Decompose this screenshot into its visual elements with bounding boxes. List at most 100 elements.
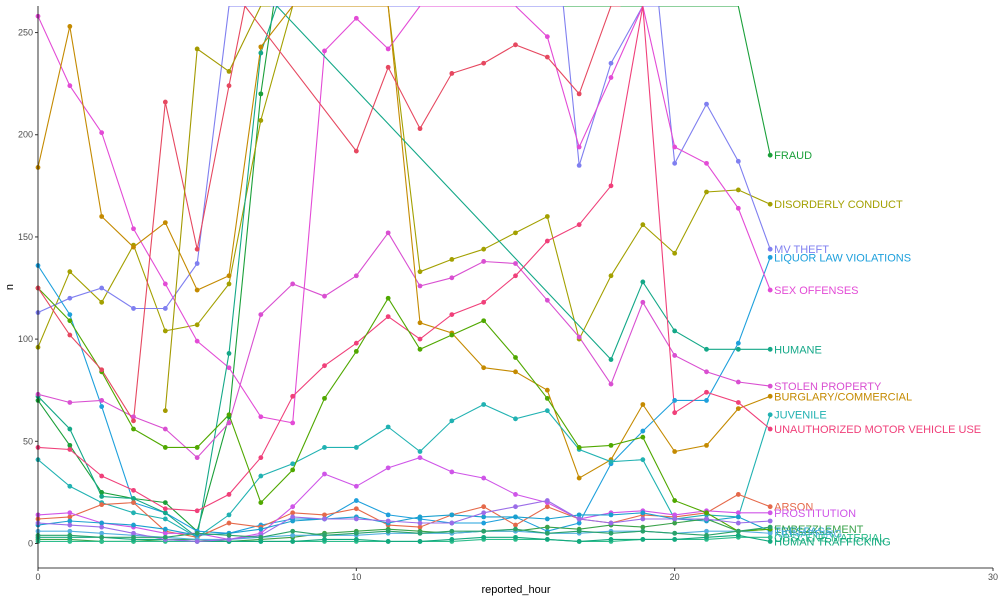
point-trespass	[67, 518, 73, 524]
point-arson	[99, 502, 105, 508]
point-prostitution	[353, 483, 359, 489]
point-burglary-commercial	[417, 320, 423, 326]
point-series-21	[322, 532, 327, 538]
point-disorderly-conduct	[226, 281, 232, 287]
axes: 0 10 20 30 0 50 100 150 200 250	[18, 6, 998, 582]
point-human-trafficking	[417, 539, 423, 544]
y-tick-label: 150	[18, 232, 33, 242]
point-juvenile	[513, 416, 518, 422]
point-juvenile	[608, 459, 614, 465]
point-unauthorized-motor-vehicle-use	[544, 238, 550, 244]
line-prostitution	[38, 457, 771, 540]
point-prostitution	[513, 492, 518, 497]
line-human-trafficking	[38, 534, 771, 542]
point-humane	[672, 328, 678, 334]
point-unauthorized-motor-vehicle-use	[322, 363, 327, 369]
point-burglary-commercial	[67, 24, 73, 29]
point-fraud	[258, 91, 264, 97]
point-juvenile	[67, 483, 73, 489]
point-human-trafficking	[322, 536, 327, 542]
point-obscene-material	[767, 534, 773, 540]
point-series-21	[258, 534, 264, 540]
point-series-17	[704, 510, 709, 516]
point-disorderly-conduct	[513, 230, 518, 236]
point-series-18	[162, 99, 168, 105]
point-series-19	[67, 522, 73, 528]
point-juvenile	[353, 445, 359, 450]
point-mv-theft	[162, 306, 168, 311]
point-disorderly-conduct	[704, 189, 709, 195]
point-series-17	[513, 355, 518, 360]
point-disorderly-conduct	[608, 273, 614, 279]
point-trespass	[481, 514, 487, 520]
x-tick-label: 10	[351, 572, 361, 582]
point-series-17	[194, 445, 200, 450]
point-sex-offenses	[226, 365, 232, 371]
point-series-19	[481, 510, 487, 516]
point-series-18	[353, 148, 359, 154]
point-liquor-law-violations	[481, 520, 487, 526]
point-disorderly-conduct	[99, 299, 105, 305]
point-juvenile	[767, 412, 773, 418]
point-trespass	[99, 520, 105, 526]
point-stolen-property	[417, 283, 423, 289]
point-series-18	[576, 91, 582, 97]
point-juvenile	[640, 457, 646, 463]
point-liquor-law-violations	[99, 404, 105, 409]
point-burglary-commercial	[640, 402, 646, 407]
point-series-18	[99, 367, 105, 373]
point-unauthorized-motor-vehicle-use	[417, 336, 423, 342]
point-prostitution	[290, 504, 296, 510]
point-prostitution	[322, 471, 327, 477]
point-juvenile	[385, 424, 391, 430]
point-burglary-commercial	[513, 369, 518, 375]
point-unauthorized-motor-vehicle-use	[194, 508, 200, 514]
line-disorderly-conduct	[38, 6, 771, 348]
point-series-18	[226, 83, 232, 89]
point-sex-offenses	[194, 338, 200, 344]
point-mv-theft	[576, 163, 582, 168]
point-stolen-property	[767, 383, 773, 389]
point-juvenile	[449, 418, 455, 424]
point-sex-offenses	[131, 226, 136, 232]
point-disorderly-conduct	[417, 269, 423, 275]
point-human-trafficking	[449, 536, 455, 542]
y-tick-label: 250	[18, 28, 33, 38]
point-juvenile	[290, 461, 296, 467]
point-series-19	[322, 516, 327, 522]
point-disorderly-conduct	[481, 246, 487, 252]
plot-points	[35, 13, 773, 544]
point-stolen-property	[258, 312, 264, 317]
point-stolen-property	[162, 426, 168, 432]
point-mv-theft	[672, 160, 678, 166]
label-prostitution: PROSTITUTION	[774, 508, 856, 520]
point-human-trafficking	[640, 536, 646, 542]
point-arson	[417, 524, 423, 530]
point-stolen-property	[576, 334, 582, 340]
point-unauthorized-motor-vehicle-use	[258, 455, 264, 461]
point-series-19	[99, 524, 105, 530]
point-series-19	[194, 539, 200, 544]
point-liquor-law-violations	[640, 428, 646, 434]
point-burglary-commercial	[226, 273, 232, 279]
point-kidnapping	[290, 532, 296, 538]
point-humane	[99, 494, 105, 499]
point-arson	[544, 504, 550, 510]
point-trespass	[258, 526, 264, 532]
point-stolen-property	[735, 379, 741, 385]
point-stolen-property	[513, 261, 518, 266]
point-unauthorized-motor-vehicle-use	[735, 400, 741, 405]
point-juvenile	[162, 516, 168, 522]
point-series-17	[322, 395, 327, 401]
y-tick-label: 100	[18, 334, 33, 344]
line-stolen-property	[38, 231, 771, 459]
point-series-21	[767, 524, 773, 530]
line-sex-offenses	[38, 6, 771, 424]
line-trespass	[38, 512, 771, 536]
label-arson: ARSON	[774, 502, 813, 514]
point-unauthorized-motor-vehicle-use	[385, 314, 391, 320]
point-burglary-commercial	[99, 214, 105, 219]
x-tick-label: 20	[670, 572, 680, 582]
point-humane	[735, 346, 741, 352]
point-series-17	[672, 498, 678, 503]
